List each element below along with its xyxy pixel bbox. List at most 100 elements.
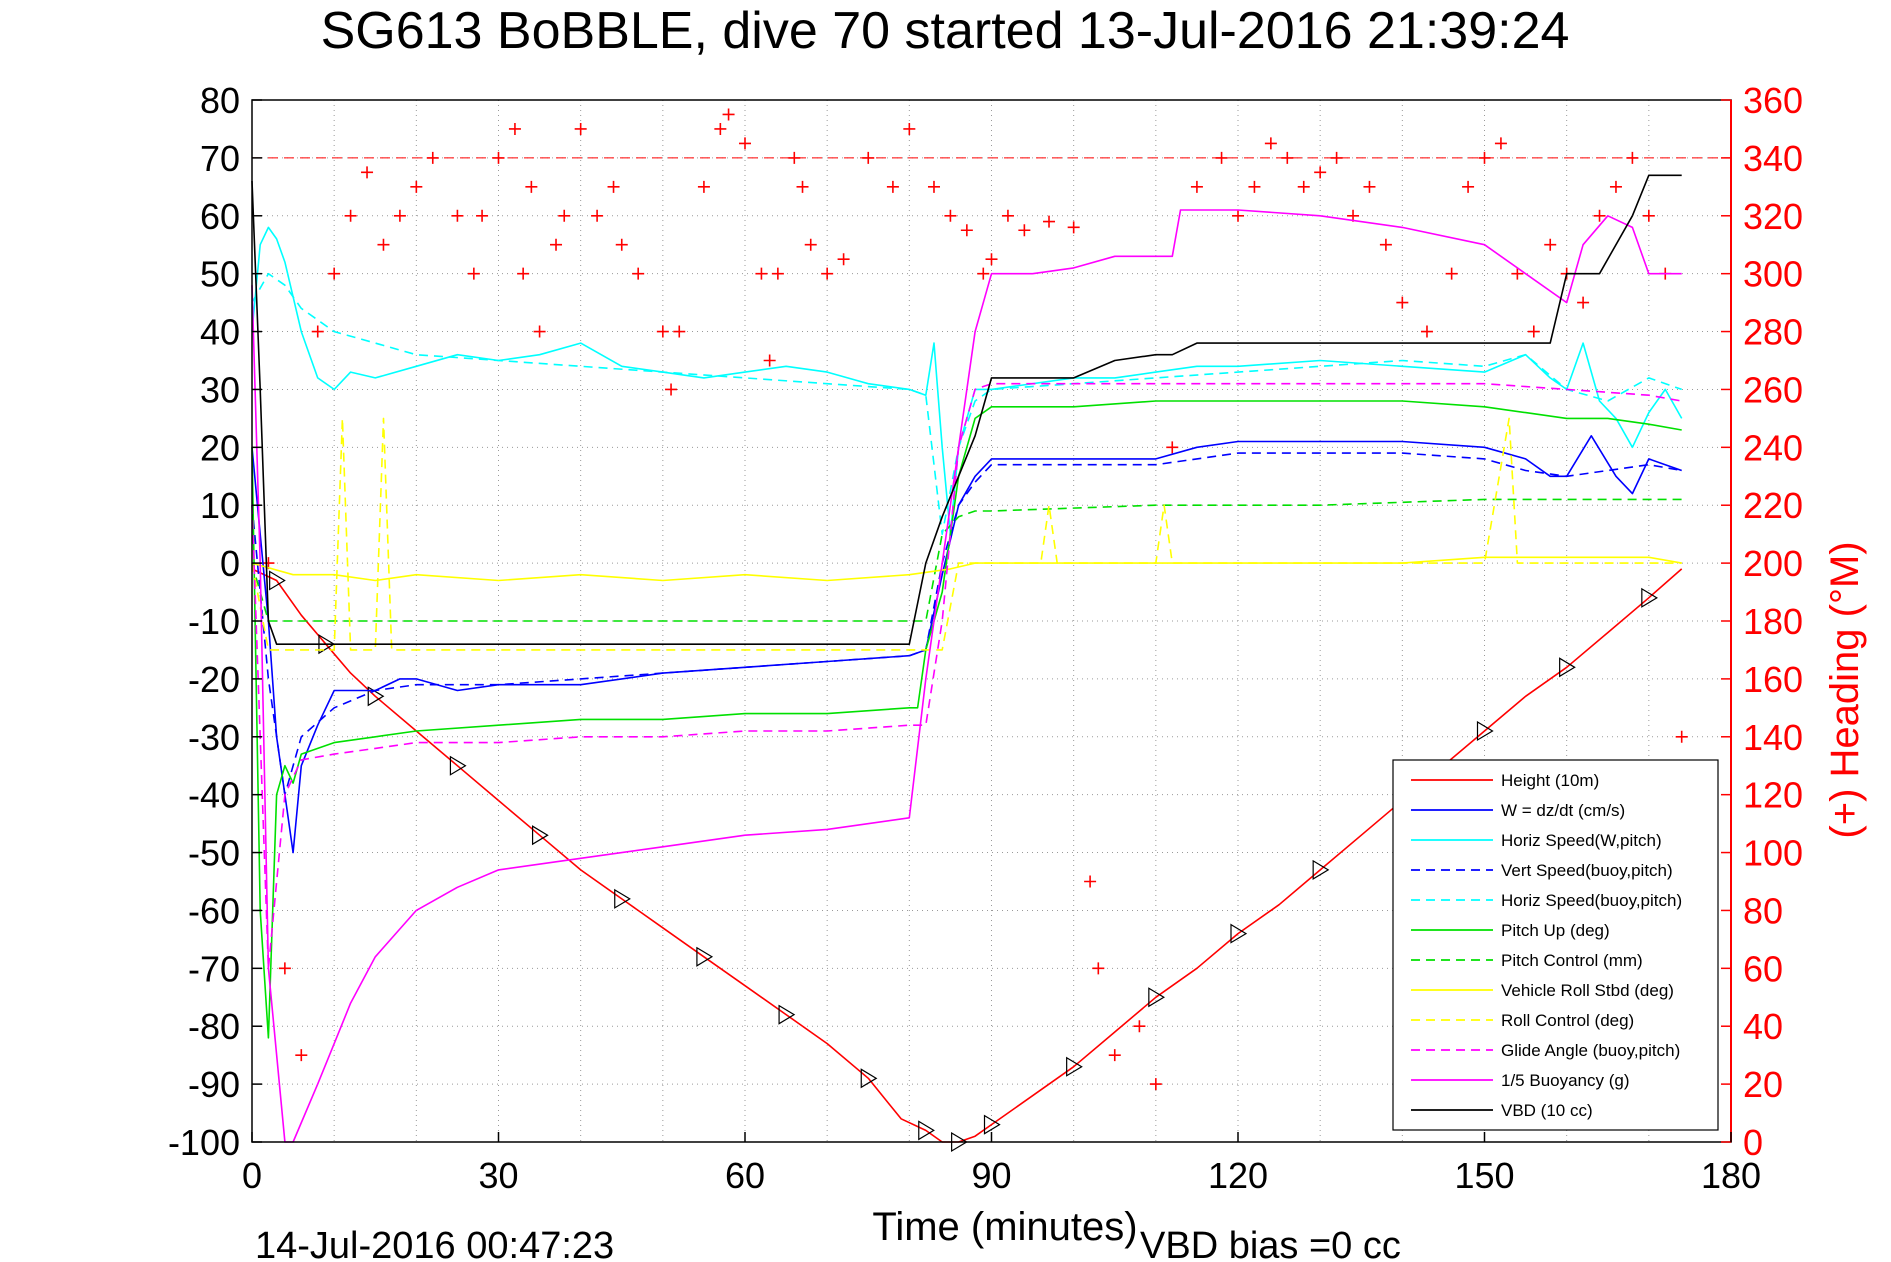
heading-marker — [771, 267, 784, 280]
height-marker — [918, 1120, 935, 1141]
end-timestamp: 14-Jul-2016 00:47:23 — [255, 1225, 614, 1262]
heading-marker — [1248, 180, 1261, 193]
series-line-7 — [251, 556, 1682, 582]
x-tick-label: 150 — [1454, 1155, 1514, 1196]
heading-marker — [977, 267, 990, 280]
height-marker — [860, 1068, 878, 1089]
heading-marker — [1149, 1078, 1162, 1091]
heading-marker — [278, 962, 291, 975]
heading-marker — [377, 238, 390, 251]
x-tick-label: 30 — [478, 1155, 518, 1196]
heading-marker — [632, 267, 645, 280]
heading-marker — [1577, 296, 1590, 309]
right-axis-ticks: 3603403203002802602402202001801601401201… — [1721, 80, 1803, 1163]
heading-marker — [1527, 325, 1540, 338]
heading-marker — [1297, 180, 1310, 193]
right-tick-label: 200 — [1743, 543, 1803, 584]
heading-marker — [763, 354, 776, 367]
left-tick-label: -60 — [188, 890, 240, 931]
left-tick-label: -20 — [188, 659, 240, 700]
heading-marker — [558, 209, 571, 222]
heading-marker — [665, 383, 678, 396]
heading-marker — [451, 209, 464, 222]
height-marker — [449, 755, 467, 776]
x-tick-label: 90 — [971, 1155, 1011, 1196]
heading-marker — [804, 238, 817, 251]
height-marker — [1230, 923, 1248, 944]
heading-marker — [1511, 267, 1524, 280]
series-lines — [251, 174, 1683, 1153]
heading-marker — [1264, 137, 1277, 150]
height-marker — [778, 1004, 796, 1025]
right-tick-label: 80 — [1743, 890, 1783, 931]
right-tick-label: 280 — [1743, 312, 1803, 353]
legend-label: Roll Control (deg) — [1501, 1011, 1634, 1030]
left-tick-label: 60 — [200, 196, 240, 237]
heading-marker — [1133, 1020, 1146, 1033]
heading-marker — [1609, 180, 1622, 193]
series-line-9 — [251, 382, 1682, 970]
x-tick-label: 0 — [242, 1155, 262, 1196]
heading-marker — [476, 209, 489, 222]
legend-label: W = dz/dt (cm/s) — [1501, 801, 1625, 820]
height-marker — [696, 946, 714, 967]
legend-label: VBD (10 cc) — [1501, 1101, 1593, 1120]
right-tick-label: 360 — [1743, 80, 1803, 121]
heading-marker — [1018, 224, 1031, 237]
height-marker — [983, 1114, 1001, 1135]
x-tick-label: 180 — [1701, 1155, 1761, 1196]
legend-label: Pitch Up (deg) — [1501, 921, 1610, 940]
left-tick-label: 50 — [200, 254, 240, 295]
legend-box — [1392, 759, 1719, 1131]
series-line-4 — [251, 272, 1682, 536]
chart-title: SG613 BoBBLE, dive 70 started 13-Jul-201… — [321, 2, 1570, 60]
right-tick-label: 340 — [1743, 138, 1803, 179]
heading-marker — [1379, 238, 1392, 251]
legend-label: Height (10m) — [1501, 771, 1599, 790]
heading-marker — [410, 180, 423, 193]
legend-label: Vehicle Roll Stbd (deg) — [1501, 981, 1674, 1000]
heading-marker — [1232, 209, 1244, 222]
left-tick-label: -100 — [168, 1122, 240, 1163]
height-marker — [1641, 587, 1658, 608]
left-tick-label: -90 — [188, 1064, 240, 1105]
heading-marker — [1445, 267, 1458, 280]
legend: Height (10m) W = dz/dt (cm/s) Horiz Speed(… — [1392, 759, 1719, 1131]
series-line-6 — [251, 498, 1682, 622]
legend-label: Horiz Speed(W,pitch) — [1501, 831, 1662, 850]
heading-marker — [591, 209, 604, 222]
heading-marker — [1314, 166, 1327, 179]
heading-marker — [960, 224, 973, 237]
series-line-10 — [251, 209, 1682, 1143]
heading-marker — [467, 267, 480, 280]
heading-marker — [903, 122, 916, 135]
heading-marker — [755, 267, 768, 280]
left-tick-label: -40 — [188, 775, 240, 816]
right-tick-label: 320 — [1743, 196, 1803, 237]
left-tick-label: -30 — [188, 717, 240, 758]
height-marker — [1148, 987, 1165, 1008]
heading-marker — [550, 238, 563, 251]
heading-markers — [252, 108, 1731, 1091]
heading-marker — [796, 180, 809, 193]
legend-label: 1/5 Buoyancy (g) — [1501, 1071, 1630, 1090]
left-tick-label: -70 — [188, 948, 240, 989]
heading-marker — [1166, 441, 1179, 454]
heading-marker — [722, 108, 735, 121]
right-tick-label: 60 — [1743, 948, 1783, 989]
height-marker — [1559, 657, 1576, 678]
heading-marker — [837, 253, 850, 266]
heading-marker — [673, 325, 686, 338]
legend-label: Glide Angle (buoy,pitch) — [1501, 1041, 1680, 1060]
heading-marker — [1420, 325, 1433, 338]
heading-marker — [1675, 730, 1688, 743]
left-tick-label: -80 — [188, 1006, 240, 1047]
height-marker — [1066, 1056, 1083, 1077]
heading-marker — [361, 166, 374, 179]
heading-marker — [1494, 137, 1507, 150]
heading-marker — [886, 180, 899, 193]
right-tick-label: 140 — [1743, 717, 1803, 758]
heading-marker — [517, 267, 530, 280]
heading-marker — [944, 209, 957, 222]
left-tick-label: 0 — [220, 543, 240, 584]
